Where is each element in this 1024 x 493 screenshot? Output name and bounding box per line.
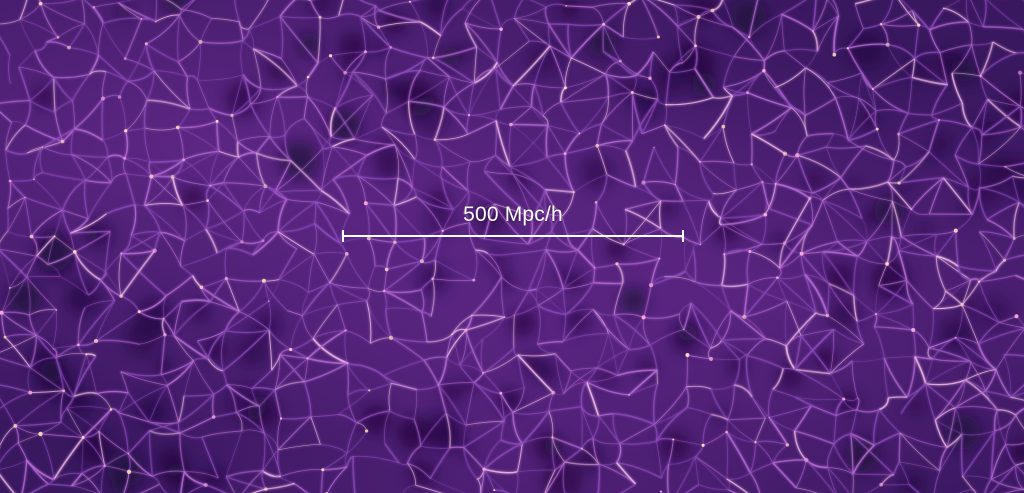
scale-bar [342, 230, 684, 242]
scale-bar-right-tick [682, 230, 684, 242]
scale-bar-line [342, 235, 684, 237]
scale-bar-left-tick [342, 230, 344, 242]
scale-bar-label: 500 Mpc/h [463, 203, 563, 226]
